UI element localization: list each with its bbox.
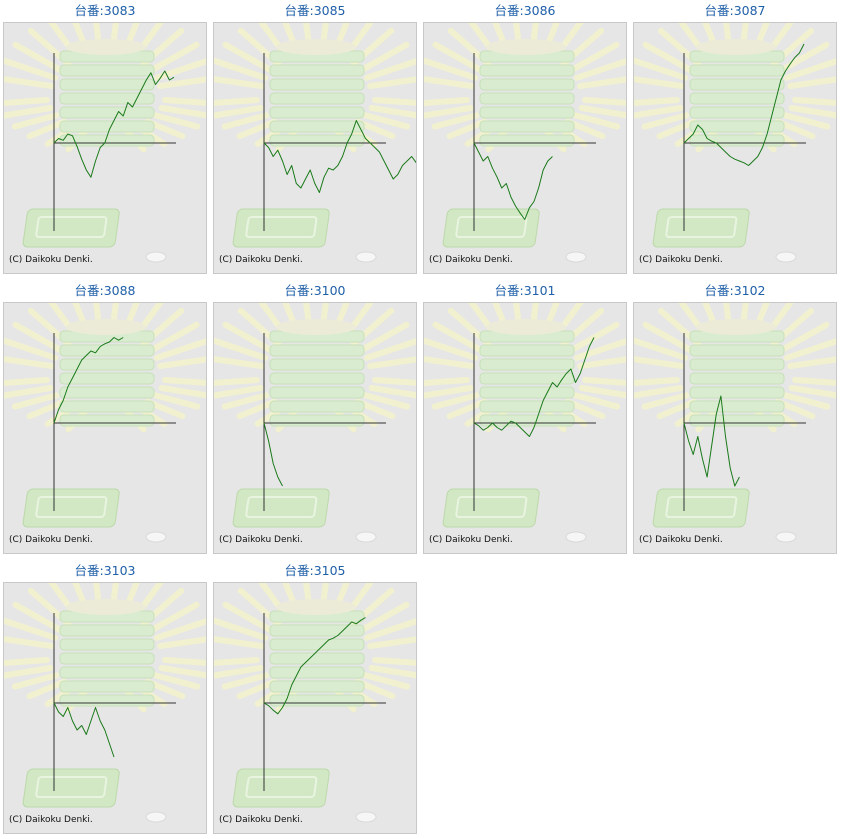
line-chart-svg: [424, 303, 626, 543]
chart-frame: (C) Daikoku Denki.: [3, 302, 207, 554]
line-chart-svg: [4, 583, 206, 823]
chart-frame: (C) Daikoku Denki.: [213, 302, 417, 554]
chart-frame: (C) Daikoku Denki.: [213, 582, 417, 834]
line-chart-svg: [214, 23, 416, 263]
slot-machine-illustration: [424, 303, 626, 543]
copyright-text: (C) Daikoku Denki.: [219, 255, 303, 265]
chart-title[interactable]: 台番:3087: [704, 3, 766, 18]
slot-machine-illustration: [4, 23, 206, 263]
line-chart-svg: [634, 303, 836, 543]
chart-title[interactable]: 台番:3103: [74, 563, 136, 578]
line-chart-svg: [4, 303, 206, 543]
chart-frame: (C) Daikoku Denki.: [3, 22, 207, 274]
chart-panel: 台番:3083 (C) Daikoku Denki.: [3, 2, 207, 274]
copyright-text: (C) Daikoku Denki.: [9, 535, 93, 545]
chart-panel: 台番:3102 (C) Daikoku Denki.: [633, 282, 837, 554]
line-chart-svg: [214, 303, 416, 543]
copyright-text: (C) Daikoku Denki.: [429, 255, 513, 265]
slot-machine-illustration: [424, 23, 626, 263]
copyright-text: (C) Daikoku Denki.: [219, 815, 303, 825]
data-line: [263, 617, 366, 715]
chart-frame: (C) Daikoku Denki.: [213, 22, 417, 274]
data-line: [53, 337, 124, 424]
chart-title[interactable]: 台番:3101: [494, 283, 556, 298]
chart-panel: 台番:3086 (C) Daikoku Denki.: [423, 2, 627, 274]
slot-machine-illustration: [214, 23, 416, 263]
copyright-text: (C) Daikoku Denki.: [9, 255, 93, 265]
chart-panel: 台番:3087 (C) Daikoku Denki.: [633, 2, 837, 274]
line-chart-svg: [424, 23, 626, 263]
copyright-text: (C) Daikoku Denki.: [9, 815, 93, 825]
slot-machine-illustration: [214, 303, 416, 543]
data-line: [473, 142, 553, 220]
chart-panel: 台番:3101 (C) Daikoku Denki.: [423, 282, 627, 554]
chart-title[interactable]: 台番:3085: [284, 3, 346, 18]
data-line: [683, 395, 740, 487]
chart-panel: 台番:3103 (C) Daikoku Denki.: [3, 562, 207, 834]
data-line: [53, 70, 175, 178]
line-chart-svg: [634, 23, 836, 263]
chart-panel: 台番:3105 (C) Daikoku Denki.: [213, 562, 417, 834]
copyright-text: (C) Daikoku Denki.: [639, 255, 723, 265]
chart-frame: (C) Daikoku Denki.: [633, 302, 837, 554]
data-line: [263, 120, 416, 193]
chart-title[interactable]: 台番:3102: [704, 283, 766, 298]
slot-machine-illustration: [634, 23, 836, 263]
copyright-text: (C) Daikoku Denki.: [219, 535, 303, 545]
chart-frame: (C) Daikoku Denki.: [423, 302, 627, 554]
chart-frame: (C) Daikoku Denki.: [423, 22, 627, 274]
data-line: [473, 337, 595, 437]
slot-machine-illustration: [634, 303, 836, 543]
data-line: [53, 702, 115, 758]
chart-title[interactable]: 台番:3086: [494, 3, 556, 18]
chart-title[interactable]: 台番:3088: [74, 283, 136, 298]
chart-title[interactable]: 台番:3083: [74, 3, 136, 18]
line-chart-svg: [214, 583, 416, 823]
data-line: [263, 422, 283, 487]
chart-panel: 台番:3088 (C) Daikoku Denki.: [3, 282, 207, 554]
data-line: [683, 43, 805, 166]
copyright-text: (C) Daikoku Denki.: [639, 535, 723, 545]
chart-panel: 台番:3100 (C) Daikoku Denki.: [213, 282, 417, 554]
slot-machine-illustration: [4, 583, 206, 823]
chart-title[interactable]: 台番:3100: [284, 283, 346, 298]
chart-panel: 台番:3085 (C) Daikoku Denki.: [213, 2, 417, 274]
copyright-text: (C) Daikoku Denki.: [429, 535, 513, 545]
line-chart-svg: [4, 23, 206, 263]
chart-frame: (C) Daikoku Denki.: [3, 582, 207, 834]
chart-title[interactable]: 台番:3105: [284, 563, 346, 578]
chart-frame: (C) Daikoku Denki.: [633, 22, 837, 274]
